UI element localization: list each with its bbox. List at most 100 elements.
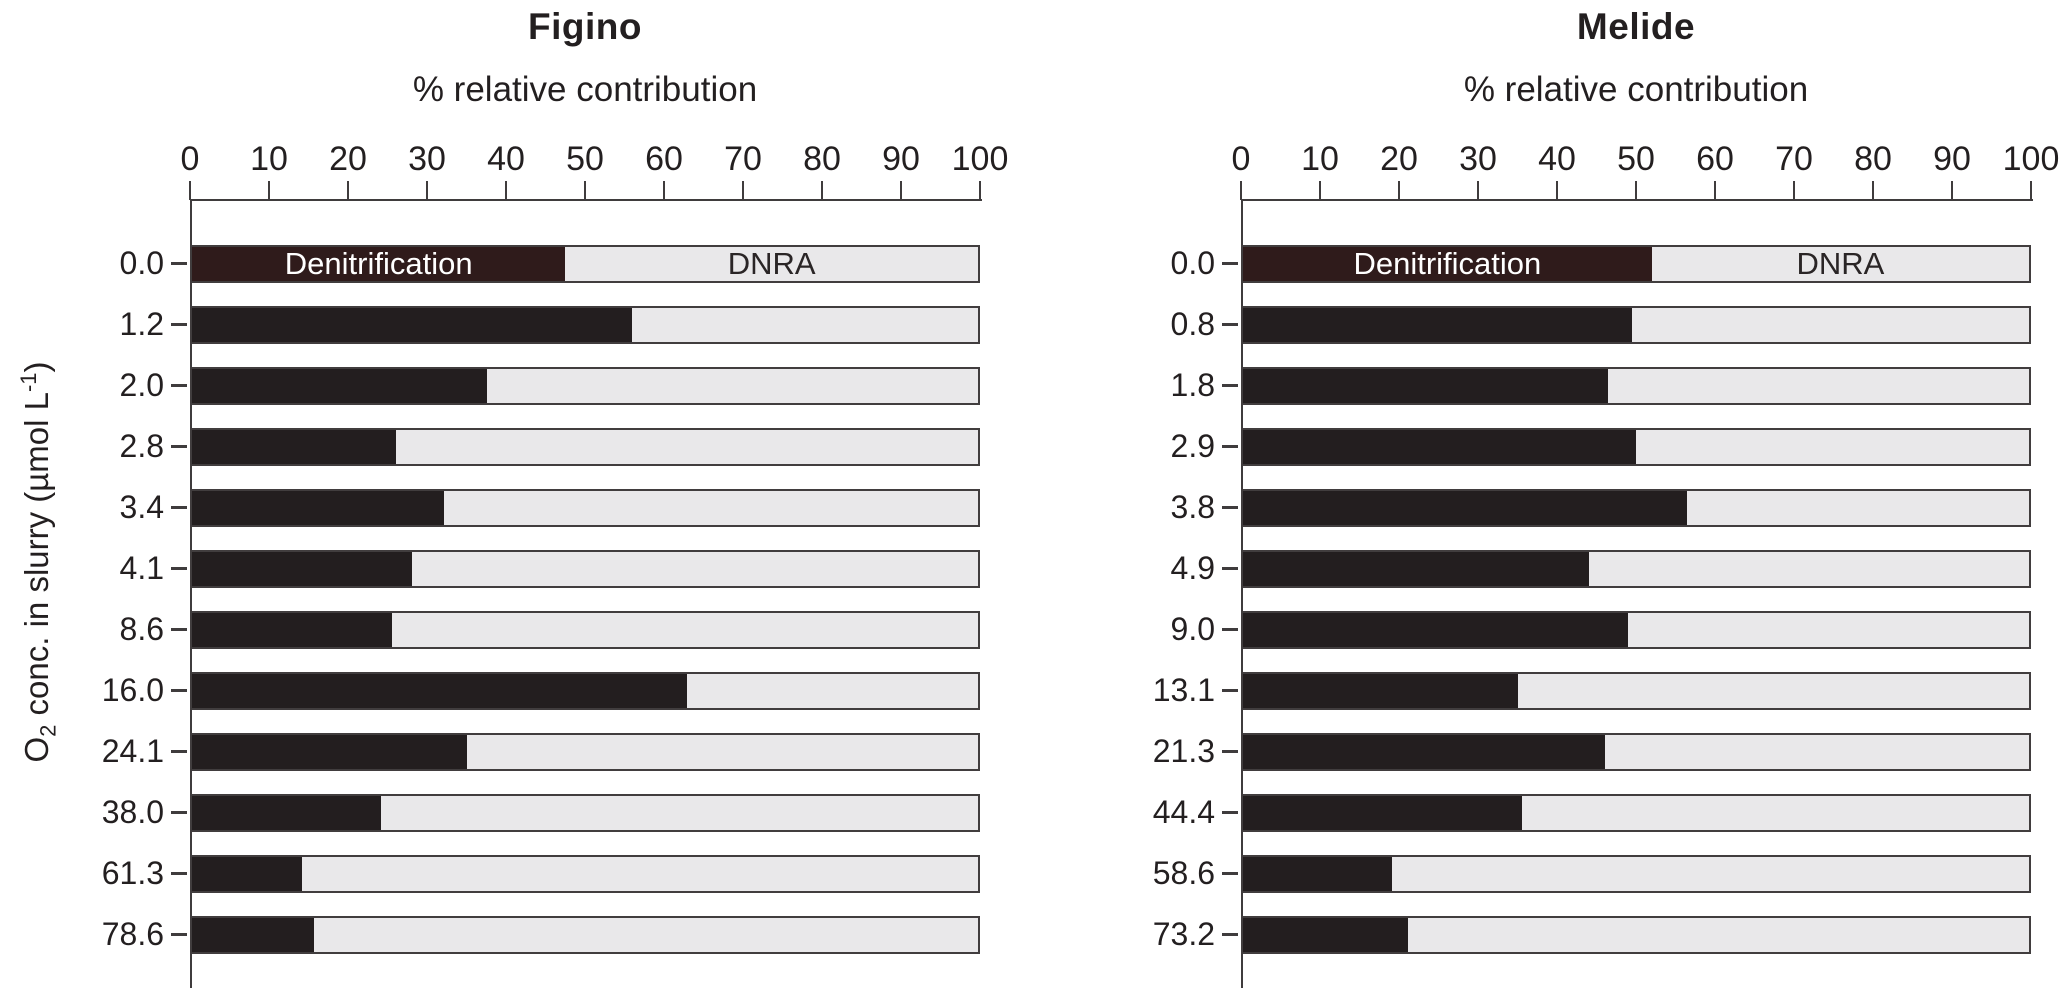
bar-row xyxy=(190,855,980,893)
bar-denitrification-segment xyxy=(192,796,381,830)
x-tick-label: 10 xyxy=(1301,140,1339,178)
row-label: 73.2 xyxy=(1152,916,1215,952)
bar-row xyxy=(190,428,980,466)
y-tick-mark xyxy=(1222,689,1238,692)
row-label: 2.9 xyxy=(1170,428,1215,464)
row-label: 0.0 xyxy=(1170,245,1215,281)
y-tick-mark xyxy=(171,811,187,814)
bar-row xyxy=(1241,855,2031,893)
row-label: 3.8 xyxy=(1170,489,1215,525)
x-tick-mark xyxy=(979,181,981,200)
x-tick-label: 70 xyxy=(1775,140,1813,178)
y-tick-mark xyxy=(1222,262,1238,265)
x-axis-label: % relative contribution xyxy=(1463,70,1809,109)
x-axis-label: % relative contribution xyxy=(412,70,758,109)
y-tick-mark xyxy=(171,933,187,936)
y-axis-spine xyxy=(190,199,192,988)
row-label: 61.3 xyxy=(101,855,164,891)
y-tick-mark xyxy=(1222,384,1238,387)
bar-row xyxy=(190,550,980,588)
x-tick-label: 30 xyxy=(1459,140,1497,178)
x-tick-label: 0 xyxy=(1231,140,1251,178)
row-label: 38.0 xyxy=(101,794,164,830)
x-tick-label: 90 xyxy=(882,140,920,178)
chart-title: Melide xyxy=(1576,6,1696,47)
x-tick-label: 10 xyxy=(250,140,288,178)
dnra-legend-label: DNRA xyxy=(727,246,816,281)
y-tick-mark xyxy=(1222,567,1238,570)
row-label: 4.9 xyxy=(1170,550,1215,586)
bar-denitrification-segment: Denitrification xyxy=(1243,246,1652,281)
row-label: 24.1 xyxy=(101,733,164,769)
bar-row xyxy=(190,916,980,954)
y-tick-mark xyxy=(1222,811,1238,814)
x-tick-mark xyxy=(1872,181,1874,200)
denitrification-legend-label: Denitrification xyxy=(284,246,473,281)
x-tick-mark xyxy=(1714,181,1716,200)
bar-denitrification-segment xyxy=(1243,369,1609,403)
y-tick-mark xyxy=(1222,628,1238,631)
bar-denitrification-segment xyxy=(1243,552,1589,586)
bar-denitrification-segment xyxy=(192,613,393,647)
x-tick-mark xyxy=(2030,181,2032,200)
x-tick-mark xyxy=(347,181,349,200)
bar-row xyxy=(190,733,980,771)
row-label: 13.1 xyxy=(1152,672,1215,708)
y-tick-mark xyxy=(171,506,187,509)
x-tick-mark xyxy=(1793,181,1795,200)
bar-denitrification-segment xyxy=(1243,735,1605,769)
y-tick-mark xyxy=(1222,323,1238,326)
x-tick-mark xyxy=(1635,181,1637,200)
bar-row xyxy=(190,306,980,344)
x-tick-mark xyxy=(1951,181,1953,200)
bar-denitrification-segment xyxy=(192,674,688,708)
bar-denitrification-segment xyxy=(192,735,468,769)
x-tick-mark xyxy=(663,181,665,200)
x-tick-mark xyxy=(900,181,902,200)
x-tick-label: 60 xyxy=(645,140,683,178)
x-axis-line xyxy=(1241,199,2033,201)
row-label: 16.0 xyxy=(101,672,164,708)
x-tick-label: 100 xyxy=(2002,140,2060,178)
x-tick-label: 20 xyxy=(1380,140,1418,178)
x-tick-label: 40 xyxy=(1538,140,1576,178)
y-tick-mark xyxy=(171,567,187,570)
bar-row xyxy=(1241,611,2031,649)
bar-row xyxy=(1241,672,2031,710)
row-label: 9.0 xyxy=(1170,611,1215,647)
y-tick-mark xyxy=(1222,933,1238,936)
x-tick-mark xyxy=(268,181,270,200)
y-tick-mark xyxy=(171,262,187,265)
y-tick-mark xyxy=(171,750,187,753)
bar-denitrification-segment xyxy=(192,552,413,586)
y-tick-mark xyxy=(1222,506,1238,509)
bar-denitrification-segment xyxy=(192,491,444,525)
y-tick-mark xyxy=(1222,445,1238,448)
bar-row xyxy=(190,489,980,527)
x-tick-label: 20 xyxy=(329,140,367,178)
x-tick-label: 90 xyxy=(1933,140,1971,178)
x-tick-label: 50 xyxy=(566,140,604,178)
denitrification-legend-label: Denitrification xyxy=(1353,246,1542,281)
x-tick-mark xyxy=(426,181,428,200)
bar-row: Denitrification DNRA xyxy=(190,245,980,283)
chart-figino: Figino % relative contribution 0 10 20 30 40 50… xyxy=(102,0,1008,1005)
y-tick-mark xyxy=(171,872,187,875)
row-label: 0.0 xyxy=(119,245,164,281)
y-tick-mark xyxy=(171,384,187,387)
x-tick-mark xyxy=(505,181,507,200)
x-tick-label: 40 xyxy=(487,140,525,178)
x-tick-label: 100 xyxy=(951,140,1009,178)
bar-denitrification-segment xyxy=(1243,308,1633,342)
x-tick-mark xyxy=(189,181,191,200)
bar-row xyxy=(1241,428,2031,466)
x-tick-label: 80 xyxy=(803,140,841,178)
bar-row xyxy=(1241,794,2031,832)
bar-denitrification-segment xyxy=(1243,796,1523,830)
x-tick-mark xyxy=(1556,181,1558,200)
x-tick-mark xyxy=(742,181,744,200)
y-tick-mark xyxy=(171,323,187,326)
y-tick-mark xyxy=(171,689,187,692)
row-label: 21.3 xyxy=(1152,733,1215,769)
